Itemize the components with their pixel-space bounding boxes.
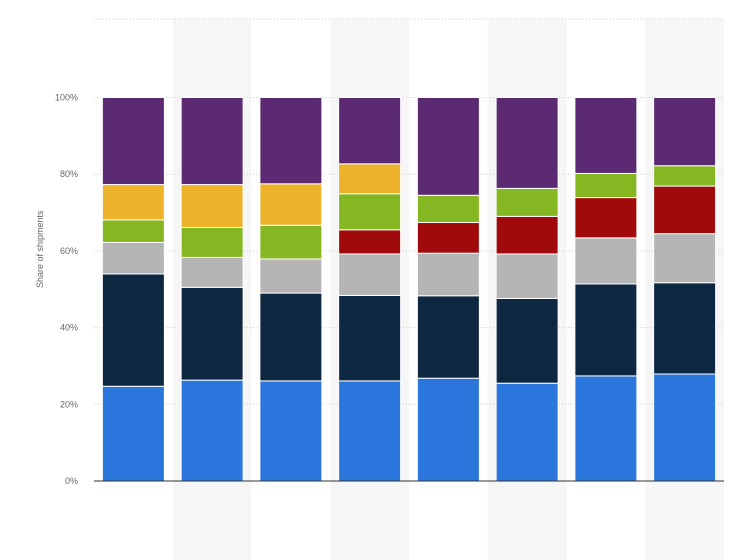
bar-segment xyxy=(180,286,244,381)
bar-segment xyxy=(180,97,244,186)
bar-segment xyxy=(338,294,402,382)
bar-segment xyxy=(495,215,559,255)
bar-segment xyxy=(653,233,717,284)
y-axis-title: Share of shipments xyxy=(35,210,45,288)
bar-segment xyxy=(416,295,480,379)
bar-segment xyxy=(574,237,638,285)
bar-segment xyxy=(495,187,559,217)
bar-segment xyxy=(259,183,323,226)
bar-segment xyxy=(338,193,402,231)
bar-segment xyxy=(574,197,638,239)
bar-segment xyxy=(416,222,480,254)
bar-segment xyxy=(180,379,244,482)
bar-segment xyxy=(653,282,717,375)
bar-segment xyxy=(259,258,323,294)
y-tick-label: 20% xyxy=(60,399,78,409)
bar-segment xyxy=(338,253,402,296)
y-tick-label: 80% xyxy=(60,169,78,179)
bar-segment xyxy=(180,256,244,288)
bar-segment xyxy=(101,385,165,482)
bar-segment xyxy=(416,377,480,482)
bar-segment xyxy=(338,97,402,165)
bar-segment xyxy=(574,172,638,199)
bar-segment xyxy=(495,97,559,189)
y-tick-labels: 0% 20% 40% 60% 80% 100% xyxy=(55,93,78,487)
bars xyxy=(101,97,717,482)
bar-segment xyxy=(101,219,165,243)
bar-segment xyxy=(574,97,638,174)
bar-segment xyxy=(180,184,244,229)
bar-segment xyxy=(101,184,165,221)
bar-segment xyxy=(101,97,165,186)
bar-segment xyxy=(259,292,323,382)
bar-segment xyxy=(495,382,559,482)
bar-segment xyxy=(416,97,480,196)
bar-segment xyxy=(574,283,638,377)
y-tick-label: 60% xyxy=(60,246,78,256)
bar-segment xyxy=(259,224,323,260)
bar-segment xyxy=(101,241,165,275)
bar-segment xyxy=(653,97,717,167)
bar-segment xyxy=(653,185,717,235)
bar-segment xyxy=(416,194,480,224)
bar-segment xyxy=(495,297,559,384)
bar-segment xyxy=(338,229,402,255)
y-tick-label: 100% xyxy=(55,93,78,103)
bar-segment xyxy=(574,375,638,482)
bar-segment xyxy=(495,253,559,299)
bar-segment xyxy=(416,252,480,297)
y-tick-label: 40% xyxy=(60,323,78,333)
bar-segment xyxy=(338,163,402,195)
bar-segment xyxy=(653,165,717,187)
bar-segment xyxy=(653,373,717,482)
bar-segment xyxy=(259,97,323,185)
bar-segment xyxy=(180,227,244,258)
bar-segment xyxy=(338,380,402,482)
bar-segment xyxy=(259,380,323,482)
bar-segment xyxy=(101,273,165,387)
y-tick-label: 0% xyxy=(65,476,78,486)
